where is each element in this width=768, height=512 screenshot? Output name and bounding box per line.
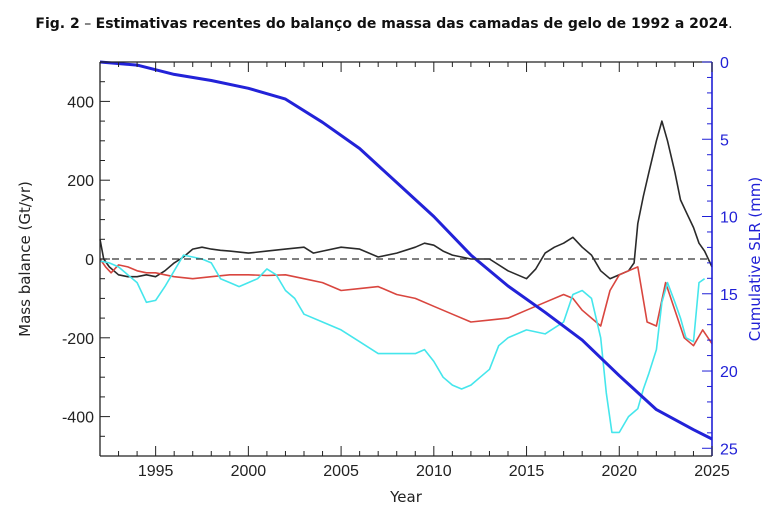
y2-tick-label: 0 xyxy=(720,55,729,72)
y2-tick-label: 25 xyxy=(720,441,738,458)
caption-dash: – xyxy=(84,16,92,32)
caption-text: Estimativas recentes do balanço de massa… xyxy=(95,16,729,32)
x-tick-label: 2000 xyxy=(231,463,267,480)
figure-caption: Fig. 2 – Estimativas recentes do balanço… xyxy=(0,16,768,32)
y2-axis-label: Cumulative SLR (mm) xyxy=(746,177,764,341)
cumulative-slr-line xyxy=(99,60,713,441)
cyan-series-line xyxy=(99,254,706,434)
red-series-line xyxy=(99,258,713,347)
series-lines xyxy=(99,60,713,441)
y-tick-label: 200 xyxy=(67,173,94,190)
x-tick-label: 2010 xyxy=(416,463,452,480)
y-tick-label: 0 xyxy=(85,252,94,269)
x-tick-label: 2025 xyxy=(694,463,730,480)
x-tick-label: 2015 xyxy=(509,463,545,480)
y2-tick-label: 15 xyxy=(720,287,738,304)
axis-ticks: 1995 2000 2005 2010 2015 2020 2025-400-2000200… xyxy=(62,55,738,480)
caption-period: . xyxy=(728,16,733,32)
x-tick-label: 1995 xyxy=(138,463,174,480)
y-axis-label: Mass balance (Gt/yr) xyxy=(16,181,34,337)
x-tick-label: 2020 xyxy=(601,463,637,480)
y2-tick-label: 5 xyxy=(720,132,729,149)
y-tick-label: 400 xyxy=(67,94,94,111)
x-tick-label: 2005 xyxy=(323,463,359,480)
y-tick-label: -400 xyxy=(62,410,94,427)
black-series-line xyxy=(99,120,713,280)
x-axis-label: Year xyxy=(389,488,423,506)
y2-tick-label: 20 xyxy=(720,364,738,381)
y-tick-label: -200 xyxy=(62,331,94,348)
figure-number: Fig. 2 xyxy=(35,16,80,32)
y2-tick-label: 10 xyxy=(720,210,738,227)
